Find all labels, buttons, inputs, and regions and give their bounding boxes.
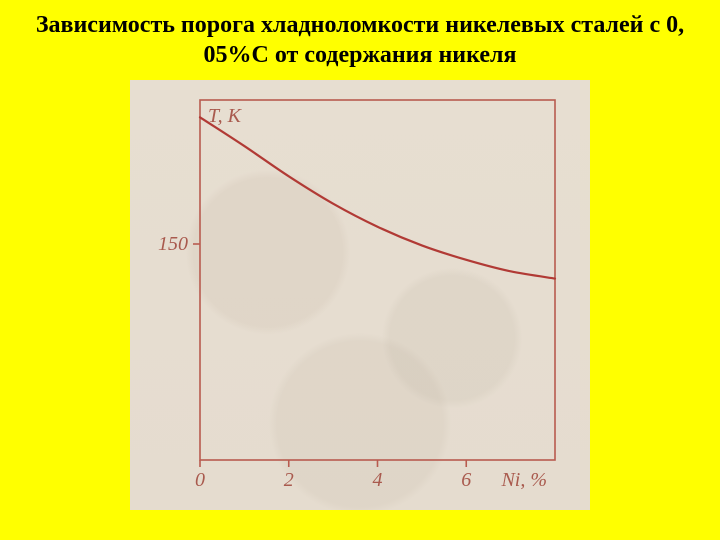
x-tick-label: 0	[195, 469, 205, 491]
slide-title: Зависимость порога хладноломкости никеле…	[0, 10, 720, 70]
x-tick-label: 6	[461, 469, 471, 491]
y-axis-title: T, K	[208, 105, 243, 127]
x-tick-label: 2	[284, 469, 294, 491]
curve	[200, 117, 555, 278]
slide: Зависимость порога хладноломкости никеле…	[0, 0, 720, 540]
chart-paper: 0 2 4 6 150 T, K Ni, %	[130, 80, 590, 510]
y-tick-label: 150	[158, 233, 188, 255]
chart-container: 0 2 4 6 150 T, K Ni, %	[130, 80, 590, 510]
x-tick-label: 4	[373, 469, 383, 491]
plot-frame	[200, 100, 555, 460]
chart-svg: 0 2 4 6 150 T, K Ni, %	[130, 80, 590, 510]
x-axis-title: Ni, %	[500, 469, 547, 491]
